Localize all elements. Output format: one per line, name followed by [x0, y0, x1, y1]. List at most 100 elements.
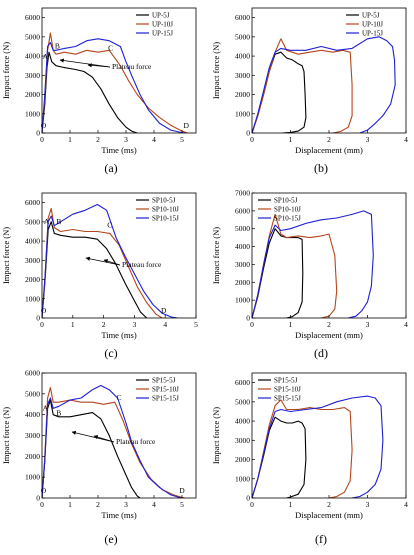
- x-tick-label: 1: [289, 135, 293, 144]
- x-tick-label: 3: [124, 500, 128, 509]
- y-tick-label: 2000: [235, 278, 250, 287]
- panel-label: (f): [315, 532, 327, 546]
- legend-entry: UP-5J: [152, 12, 170, 20]
- x-tick-label: 2: [327, 135, 331, 144]
- y-tick-label: 2000: [235, 455, 250, 464]
- x-axis-title: Displacement (mm): [295, 510, 363, 520]
- x-tick-label: 2: [96, 135, 100, 144]
- x-tick-label: 3: [366, 135, 370, 144]
- x-tick-label: 0: [250, 135, 254, 144]
- y-tick-label: 2000: [25, 275, 40, 284]
- x-tick-label: 3: [366, 320, 370, 329]
- annotation-arrow: [103, 259, 121, 266]
- x-tick-label: 1: [68, 500, 72, 509]
- y-tick-label: 0: [246, 129, 250, 138]
- series-line-c-2: [42, 203, 178, 318]
- series-line-d-0: [252, 228, 304, 318]
- x-axis: 0 1 2 3 4 5: [40, 495, 184, 509]
- x-tick-label: 4: [152, 135, 156, 144]
- chart-panel-b: 0 1 2 3 4 0 1000 2000 3000 4000 5000 6000 Displaceme…: [211, 7, 408, 175]
- point-label: A: [43, 404, 49, 413]
- series-line-f-2: [252, 395, 384, 498]
- y-tick-label: 3000: [235, 436, 250, 445]
- legend-entry: UP-5J: [362, 12, 380, 20]
- annotation-arrow: [71, 430, 115, 443]
- x-axis: 0 1 2 3 4: [250, 495, 408, 509]
- series-line-a-2: [42, 38, 185, 133]
- x-tick-label: 5: [180, 500, 184, 509]
- point-label: B: [56, 409, 61, 418]
- y-tick-label: 4000: [235, 417, 250, 426]
- x-tick-label: 5: [180, 135, 184, 144]
- y-tick-label: 7000: [235, 189, 250, 198]
- legend-entry: UP-10J: [362, 21, 383, 29]
- x-axis-title: Time (ms): [101, 510, 137, 520]
- legend-entry: SP10-15J: [152, 215, 179, 223]
- y-tick-label: 0: [246, 494, 250, 503]
- x-tick-label: 4: [152, 500, 156, 509]
- point-label: C: [107, 221, 112, 230]
- x-axis: 0 1 2 3 4 5: [40, 315, 198, 329]
- x-tick-label: 1: [289, 320, 293, 329]
- y-tick-label: 5000: [25, 217, 40, 226]
- x-tick-label: 4: [404, 500, 408, 509]
- x-tick-label: 3: [133, 320, 137, 329]
- y-axis-title: Impact force (N): [1, 42, 11, 99]
- x-tick-label: 0: [250, 500, 254, 509]
- series-line-d-1: [252, 213, 338, 318]
- x-tick-label: 2: [102, 320, 106, 329]
- y-tick-label: 6000: [25, 13, 40, 22]
- x-axis: 0 1 2 3 4: [250, 130, 408, 144]
- legend-entry: SP15-5J: [274, 377, 298, 385]
- series-line-a-1: [42, 32, 188, 133]
- point-label: O: [41, 306, 47, 315]
- chart-panel-d: 0 1 2 3 4 0 1000 2000 3000 4000 5000 6000 7000 Displa…: [211, 189, 408, 361]
- point-label: O: [41, 121, 47, 130]
- legend-entry: UP-10J: [152, 21, 173, 29]
- y-axis: 0 1000 2000 3000 4000 5000 6000: [25, 198, 45, 323]
- x-tick-label: 2: [327, 500, 331, 509]
- chart-panel-f: 0 1 2 3 4 0 1000 2000 3000 4000 5000 6000 Displaceme…: [211, 372, 408, 546]
- point-label: D: [179, 486, 185, 495]
- y-tick-label: 1000: [25, 109, 40, 118]
- x-tick-label: 1: [71, 320, 75, 329]
- y-tick-label: 2000: [235, 90, 250, 99]
- legend-entry: SP15-5J: [152, 377, 176, 385]
- annotation-text: Plateau force: [116, 437, 156, 446]
- y-tick-label: 5000: [235, 224, 250, 233]
- y-tick-label: 6000: [235, 206, 250, 215]
- y-axis-title: Impact force (N): [1, 407, 11, 464]
- y-axis: 0 1000 2000 3000 4000 5000 6000: [235, 378, 255, 503]
- y-tick-label: 3000: [25, 71, 40, 80]
- x-tick-label: 2: [327, 320, 331, 329]
- y-axis: 0 1000 2000 3000 4000 5000 6000 7000: [235, 189, 255, 323]
- x-tick-label: 3: [124, 135, 128, 144]
- point-label: D: [161, 306, 167, 315]
- legend-entry: SP15-10J: [274, 386, 301, 394]
- x-tick-label: 3: [366, 500, 370, 509]
- chart-panel-a: 0 1 2 3 4 5 0 1000 2000 3000 4000 5000 6000 Time (ms)…: [1, 7, 197, 175]
- series-line-b-1: [252, 38, 353, 133]
- x-axis: 0 1 2 3 4: [250, 315, 408, 329]
- legend-entry: UP-15J: [152, 30, 173, 38]
- panel-label: (a): [104, 161, 117, 175]
- x-tick-label: 0: [40, 500, 44, 509]
- series-line-e-2: [42, 384, 183, 498]
- y-tick-label: 5000: [235, 397, 250, 406]
- y-tick-label: 6000: [25, 369, 40, 378]
- series-line-d-2: [252, 210, 374, 318]
- x-tick-label: 0: [40, 135, 44, 144]
- y-tick-label: 1000: [235, 109, 250, 118]
- annotation-text: Plateau force: [122, 260, 162, 269]
- point-label: A: [44, 217, 50, 226]
- chart-panel-c: 0 1 2 3 4 5 0 1000 2000 3000 4000 5000 6000 Time (ms)…: [1, 192, 198, 360]
- x-axis-title: Displacement (mm): [295, 330, 363, 340]
- point-label: C: [108, 43, 113, 52]
- annotation-arrow: [93, 435, 115, 443]
- y-tick-label: 3000: [25, 431, 40, 440]
